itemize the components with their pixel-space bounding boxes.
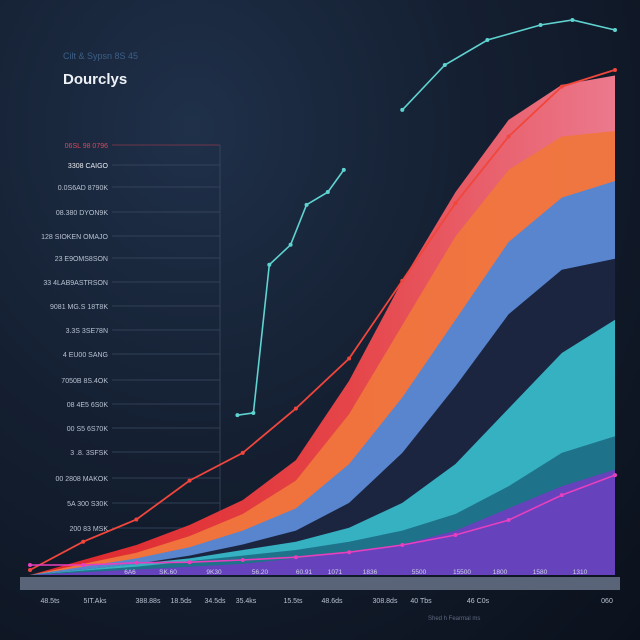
x-tick-label: 34.5ds [204,598,226,605]
data-point [559,493,564,498]
data-point [506,518,511,523]
data-point [251,410,256,415]
data-point [325,190,330,195]
inner-x-label: 60.91 [296,569,313,576]
data-point [453,533,458,538]
y-tick-label: 08.380 DYON9K [56,210,108,217]
data-point [538,22,543,27]
data-point [81,563,86,568]
data-point [442,62,447,67]
x-tick-label: 48.6ds [321,598,343,605]
inner-x-label: 1310 [573,569,588,576]
x-tick-label: 35.4ks [236,598,257,605]
x-tick-label: 5IT.Aks [84,598,107,605]
data-point [134,517,139,522]
inner-x-label: 1071 [328,569,343,576]
x-tick-label: 15.5ts [283,598,303,605]
data-point [28,563,32,568]
y-tick-label: 08 4E5 6S0K [67,402,109,409]
data-point [187,560,192,565]
data-point [187,478,192,483]
inner-x-label: 56.20 [252,569,269,576]
inner-x-label: 1800 [493,569,508,576]
y-tick-label: 128 SIOKEN OMAJO [41,234,108,241]
data-point [28,568,32,573]
data-point [341,167,346,172]
data-point [347,356,352,361]
y-tick-label: 23 E9OMS8SON [55,256,108,263]
data-point [613,67,617,72]
grid [112,144,221,575]
x-tick-label: 308.8ds [373,598,398,605]
inner-x-label: 1580 [533,569,548,576]
watermark: Shed h Fearmal ms [428,616,480,622]
data-point [347,550,352,555]
x-tick-label: 060 [601,598,613,605]
y-tick-label: 3308 CAIGO [68,163,109,170]
x-tick-label: 18.5ds [170,598,192,605]
y-tick-labels: 06SL 98 0796 3308 CAIGO 0.0S6AD 8790K 08.38… [41,143,108,533]
chart-title: Dourclys [63,71,128,88]
data-point [267,262,272,267]
line-series-3 [401,19,616,111]
data-point [485,37,490,42]
data-point [81,539,86,544]
y-tick-label: 4 EU00 SANG [63,352,108,359]
x-tick-labels: 48.5ts 5IT.Aks 388.88s 18.5ds 34.5ds 35.4ks 15… [40,598,612,605]
data-point [134,560,139,565]
y-tick-label: 3 .8. 3SFSK [70,450,108,457]
data-point [570,18,575,22]
y-tick-label: 5A 300 S30K [67,501,108,508]
data-point [559,84,564,89]
line-series-1 [30,474,616,566]
data-point [240,450,245,455]
data-point [400,107,405,112]
data-point [400,278,405,283]
x-axis-bar [20,577,620,590]
x-tick-label: 388.88s [136,598,161,605]
y-tick-label: 33 4LAB9ASTRSON [43,280,108,287]
data-point [235,413,240,418]
inner-x-label: 15500 [453,569,471,576]
inner-x-label: 6A6 [124,569,136,576]
x-tick-label: 48.5ts [40,598,60,605]
data-point [293,406,298,411]
y-tick-label: 0.0S6AD 8790K [58,185,109,192]
y-tick-label: 3.3S 3SE78N [66,328,108,335]
data-point [613,27,617,32]
inner-x-label: 9K30 [206,569,222,576]
data-point [506,134,511,139]
data-point [304,202,309,207]
lines [28,18,617,573]
data-point [288,242,293,247]
data-point [400,543,405,548]
inner-x-label: 5500 [412,569,427,576]
line-series-0 [29,69,616,571]
area-series-6 [30,469,615,575]
chart-subtitle: Cilt & Sypsn 8S 45 [63,51,139,61]
y-tick-label: 200 83 MSK [69,526,108,533]
inner-x-labels: 6A6 SK.60 9K30 56.20 60.91 1071 1836 5500 15500 1… [124,569,587,576]
data-point [613,473,617,478]
x-tick-label: 40 Tbs [410,598,432,605]
y-tick-label: 00 2808 MAKOK [55,476,108,483]
y-tick-label: 7050B 8S.4OK [61,378,108,385]
inner-x-label: SK.60 [159,569,177,576]
data-point [240,558,245,563]
inner-x-label: 1836 [363,569,378,576]
y-tick-label: 06SL 98 0796 [65,143,108,150]
x-tick-label: 46 C0s [467,598,490,605]
data-point [453,201,458,206]
data-point [293,555,298,560]
y-tick-label: 00 S5 6S70K [67,426,109,433]
y-tick-label: 9081 MG.S 18T8K [50,304,108,311]
areas [30,75,615,575]
